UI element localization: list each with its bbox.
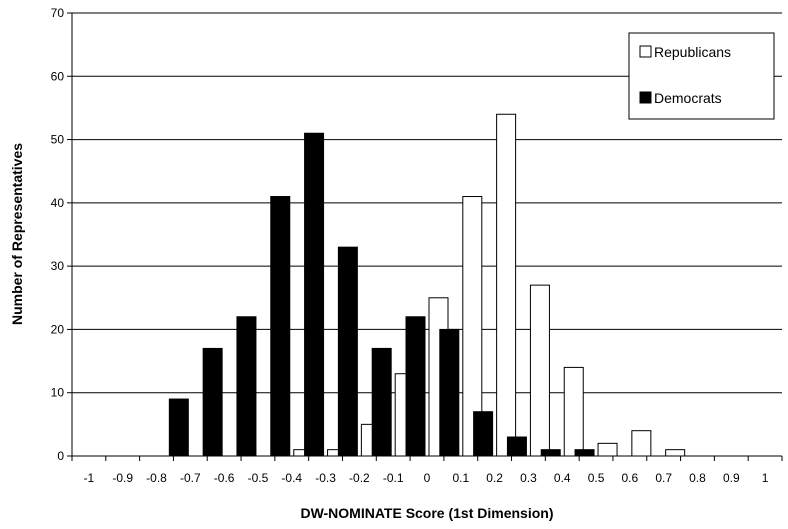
x-tick-label: 0.5: [588, 471, 605, 485]
bar-democrats: [540, 449, 561, 457]
bar-democrats: [304, 132, 325, 457]
x-tick-label: 0.6: [622, 471, 639, 485]
y-axis-title: Number of Representatives: [9, 143, 25, 325]
bar-democrats: [337, 246, 358, 457]
bar-democrats: [439, 328, 460, 457]
x-tick-label: -1: [84, 471, 95, 485]
y-tick-labels: 0 10 20 30 40 50 60 70: [51, 6, 65, 463]
x-tick-label: 0.8: [689, 471, 706, 485]
x-tick-label: 0.9: [723, 471, 740, 485]
bar-republicans: [529, 284, 550, 457]
bar-republicans: [631, 430, 652, 457]
bar-democrats: [168, 398, 189, 457]
x-tick-label: 0: [424, 471, 431, 485]
x-tick-label: -0.4: [281, 471, 302, 485]
x-tick-label: -0.6: [214, 471, 235, 485]
y-tick-label: 40: [51, 196, 65, 210]
legend-label-democrats: Democrats: [654, 90, 722, 106]
legend: Republicans Democrats: [628, 32, 775, 120]
y-tick-label: 0: [57, 449, 64, 463]
bar-republicans: [563, 366, 584, 457]
x-tick-label: -0.9: [112, 471, 133, 485]
bar-republicans: [665, 449, 686, 457]
bar-republicans: [496, 113, 517, 457]
y-tick-label: 50: [51, 133, 65, 147]
bar-democrats: [371, 347, 392, 457]
x-tick-label: 0.1: [452, 471, 469, 485]
legend-swatch-democrats: [639, 91, 652, 104]
gridlines: [67, 12, 782, 457]
x-tick-label: -0.5: [248, 471, 269, 485]
y-tick-label: 60: [51, 69, 65, 83]
x-tick-label: 0.4: [554, 471, 571, 485]
x-tick-label: 0.3: [520, 471, 537, 485]
bar-democrats: [574, 449, 595, 457]
x-tick-label: 0.7: [655, 471, 672, 485]
x-axis-title: DW-NOMINATE Score (1st Dimension): [300, 505, 553, 521]
x-tick-label: -0.3: [315, 471, 336, 485]
x-tick-label: -0.2: [349, 471, 370, 485]
bar-democrats: [473, 411, 494, 457]
x-tick-label: -0.7: [180, 471, 201, 485]
bars: [168, 113, 686, 457]
y-tick-label: 10: [51, 386, 65, 400]
bar-democrats: [202, 347, 223, 457]
legend-swatch-republicans: [639, 45, 652, 58]
x-tick-label: -0.8: [146, 471, 167, 485]
y-tick-label: 70: [51, 6, 65, 20]
legend-box: [628, 32, 775, 120]
bar-democrats: [270, 196, 291, 457]
legend-label-republicans: Republicans: [654, 44, 731, 60]
x-tick-label: 1: [762, 471, 769, 485]
bar-democrats: [506, 436, 527, 457]
bar-democrats: [236, 316, 257, 457]
x-tick-label: -0.1: [383, 471, 404, 485]
axes: [71, 13, 782, 457]
y-tick-label: 20: [51, 322, 65, 336]
x-tick-label: 0.2: [486, 471, 503, 485]
bar-democrats: [405, 316, 426, 457]
x-tick-labels: -1 -0.9 -0.8 -0.7 -0.6 -0.5 -0.4 -0.3 -0.2 -0.1 0 0…: [71, 456, 783, 485]
y-tick-label: 30: [51, 259, 65, 273]
bar-republicans: [597, 442, 618, 457]
